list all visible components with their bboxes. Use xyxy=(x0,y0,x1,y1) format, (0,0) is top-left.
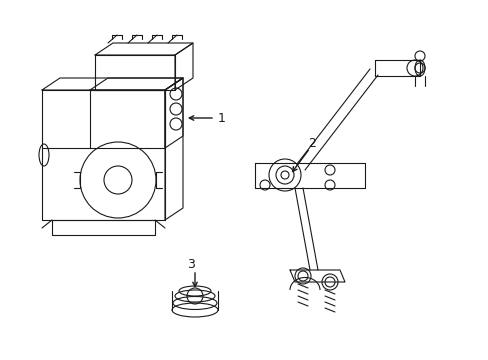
Text: 2: 2 xyxy=(307,136,315,149)
Text: 3: 3 xyxy=(186,258,195,271)
Text: 1: 1 xyxy=(218,112,225,125)
